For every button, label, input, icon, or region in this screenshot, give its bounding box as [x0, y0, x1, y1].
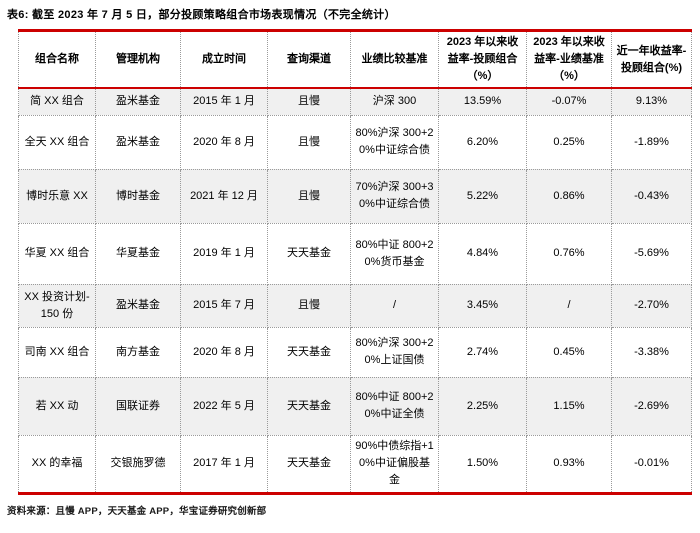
table-cell: 2.74%: [438, 326, 527, 378]
table-cell: 2.25%: [438, 376, 527, 436]
table-row: 若 XX 动国联证券 2022 年 5 月天天基金 80%中证 800+20%中证全…: [18, 376, 692, 436]
table-cell: 1.50%: [438, 434, 527, 494]
table-cell: 2020 年 8 月: [180, 114, 268, 170]
column-header: 2023 年以来收益率-投顾组合（%）: [438, 30, 527, 89]
column-header: 2023 年以来收益率-业绩基准（%）: [526, 30, 612, 89]
table-cell: 南方基金: [95, 326, 181, 378]
table-cell: -1.89%: [611, 114, 692, 170]
table-row: 简 XX 组合 盈米基金 2015 年 1 月且慢 沪深 300 13.59% -0.07…: [18, 87, 692, 116]
table-cell: -2.69%: [611, 376, 692, 436]
table-header-row: 组合名称 管理机构 成立时间 查询渠道 业绩比较基准 2023 年以来收益率-投顾组合（%…: [18, 30, 692, 89]
table-row: 华夏 XX 组合 华夏基金 2019 年 1 月天天基金 80%中证 800+20%货…: [18, 222, 692, 285]
column-header: 管理机构: [95, 30, 181, 89]
table-cell: 2017 年 1 月: [180, 434, 268, 494]
table-cell: 盈米基金: [95, 87, 181, 116]
table-cell: 全天 XX 组合: [18, 114, 96, 170]
table-cell: 且慢: [267, 87, 351, 116]
column-header: 成立时间: [180, 30, 268, 89]
table-cell: /: [526, 283, 612, 328]
table-cell: 0.93%: [526, 434, 612, 494]
table-cell: 2015 年 1 月: [180, 87, 268, 116]
table-row: 博时乐意 XX 博时基金 2021 年 12 月且慢 70%沪深 300+30%中证综…: [18, 168, 692, 224]
table-cell: 4.84%: [438, 222, 527, 285]
table-cell: 天天基金: [267, 376, 351, 436]
table-cell: 若 XX 动: [18, 376, 96, 436]
table-header: 组合名称 管理机构 成立时间 查询渠道 业绩比较基准 2023 年以来收益率-投顾组合（%…: [18, 30, 692, 89]
table-cell: 0.45%: [526, 326, 612, 378]
table-cell: 司南 XX 组合: [18, 326, 96, 378]
table-cell: 0.76%: [526, 222, 612, 285]
table-cell: -0.01%: [611, 434, 692, 494]
table-cell: 13.59%: [438, 87, 527, 116]
table-cell: -2.70%: [611, 283, 692, 328]
table-cell: 华夏 XX 组合: [18, 222, 96, 285]
table-cell: 交银施罗德: [95, 434, 181, 494]
table-cell: 2022 年 5 月: [180, 376, 268, 436]
table-row: 全天 XX 组合 盈米基金 2020 年 8 月且慢 80%沪深 300+20%中证综…: [18, 114, 692, 170]
table-cell: 80%沪深 300+20%上证国债: [350, 326, 439, 378]
table-cell: 盈米基金: [95, 114, 181, 170]
table-cell: 3.45%: [438, 283, 527, 328]
table-cell: 2019 年 1 月: [180, 222, 268, 285]
table-cell: 沪深 300: [350, 87, 439, 116]
table-cell: 且慢: [267, 114, 351, 170]
column-header: 近一年收益率-投顾组合(%): [611, 30, 692, 89]
table-row: 司南 XX 组合 南方基金 2020 年 8 月天天基金 80%沪深 300+20%上…: [18, 326, 692, 378]
table-body: 简 XX 组合 盈米基金 2015 年 1 月且慢 沪深 300 13.59% -0.07…: [18, 87, 692, 494]
table-cell: 80%沪深 300+20%中证综合债: [350, 114, 439, 170]
table-cell: 2020 年 8 月: [180, 326, 268, 378]
table-cell: 天天基金: [267, 326, 351, 378]
table-cell: -0.07%: [526, 87, 612, 116]
table-cell: 华夏基金: [95, 222, 181, 285]
table-row: XX 的幸福 交银施罗德 2017 年 1 月天天基金 90%中债综指+10%中证偏股…: [18, 434, 692, 494]
table-cell: 80%中证 800+20%货币基金: [350, 222, 439, 285]
column-header: 组合名称: [18, 30, 96, 89]
table-cell: -5.69%: [611, 222, 692, 285]
table-cell: 国联证券: [95, 376, 181, 436]
table-cell: 6.20%: [438, 114, 527, 170]
column-header: 业绩比较基准: [350, 30, 439, 89]
column-header: 查询渠道: [267, 30, 351, 89]
table-cell: -0.43%: [611, 168, 692, 224]
table-cell: 盈米基金: [95, 283, 181, 328]
table-cell: 简 XX 组合: [18, 87, 96, 116]
table-cell: -3.38%: [611, 326, 692, 378]
table-cell: 天天基金: [267, 222, 351, 285]
table-cell: 70%沪深 300+30%中证综合债: [350, 168, 439, 224]
table-cell: 80%中证 800+20%中证全债: [350, 376, 439, 436]
table-cell: /: [350, 283, 439, 328]
table-row: XX 投资计划-150 份盈米基金 2015 年 7 月且慢/3.45% / -2.7…: [18, 283, 692, 328]
table-cell: 博时乐意 XX: [18, 168, 96, 224]
table-cell: XX 的幸福: [18, 434, 96, 494]
table-title: 表6: 截至 2023 年 7 月 5 日，部分投顾策略组合市场表现情况（不完全…: [7, 9, 396, 21]
table-cell: 2021 年 12 月: [180, 168, 268, 224]
table-cell: 5.22%: [438, 168, 527, 224]
table-cell: 9.13%: [611, 87, 692, 116]
table-cell: 且慢: [267, 168, 351, 224]
table-cell: 90%中债综指+10%中证偏股基金: [350, 434, 439, 494]
table-cell: XX 投资计划-150 份: [18, 283, 96, 328]
table-cell: 0.86%: [526, 168, 612, 224]
table-cell: 天天基金: [267, 434, 351, 494]
portfolio-performance-table: 组合名称 管理机构 成立时间 查询渠道 业绩比较基准 2023 年以来收益率-投顾组合（%…: [18, 29, 692, 495]
table-cell: 0.25%: [526, 114, 612, 170]
source-note: 资料来源：且慢 APP，天天基金 APP，华宝证券研究创新部: [7, 505, 267, 517]
table-cell: 且慢: [267, 283, 351, 328]
table-cell: 1.15%: [526, 376, 612, 436]
table-cell: 博时基金: [95, 168, 181, 224]
table-cell: 2015 年 7 月: [180, 283, 268, 328]
